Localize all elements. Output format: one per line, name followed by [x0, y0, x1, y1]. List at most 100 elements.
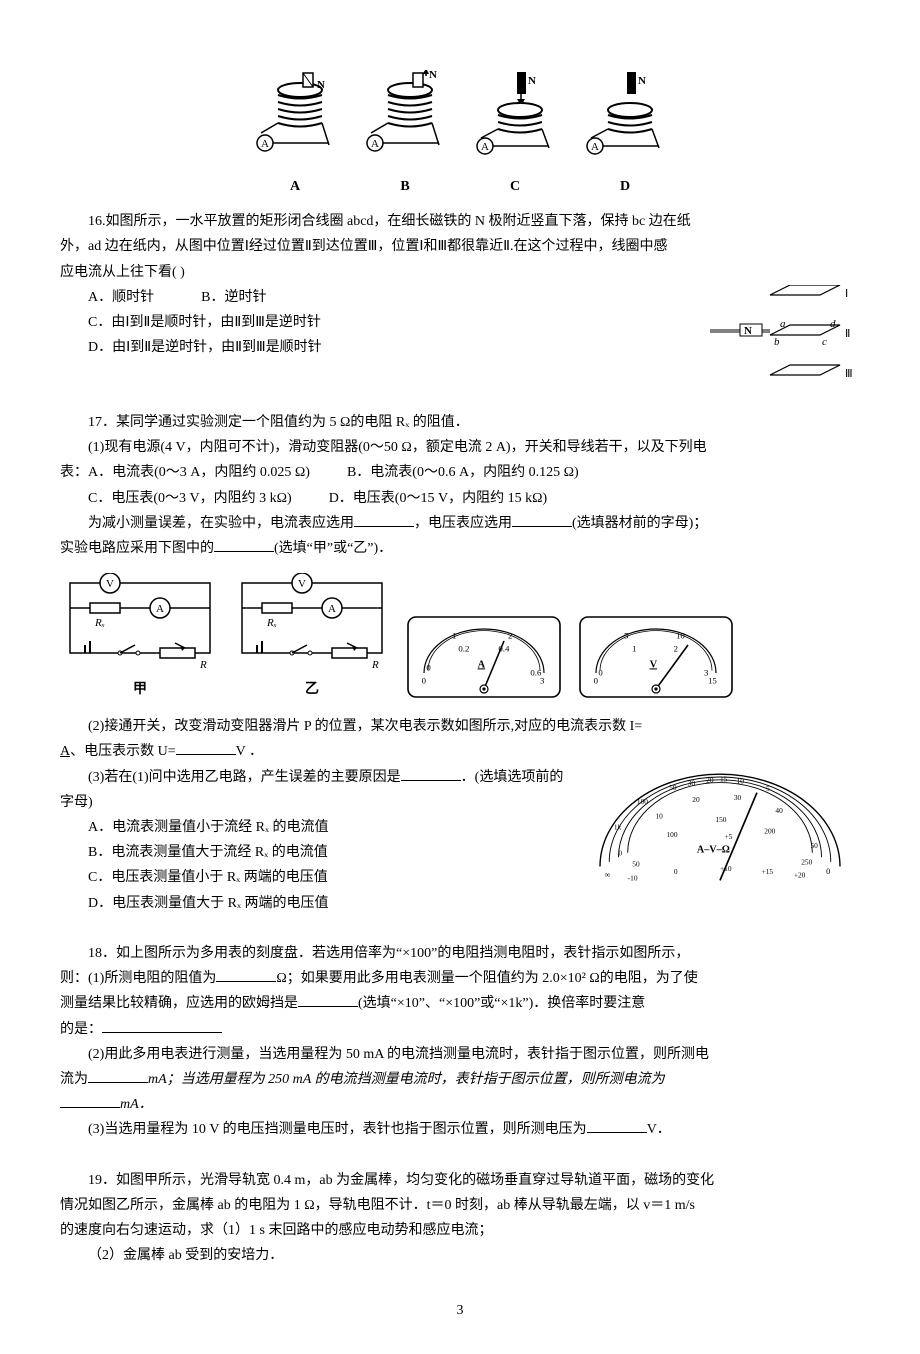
svg-text:Rₓ: Rₓ [266, 617, 277, 629]
svg-text:0: 0 [422, 676, 427, 686]
q18-l1: 18．如上图所示为多用表的刻度盘．若选用倍率为“×100”的电阻挡测电阻时，表针… [60, 941, 860, 966]
svg-text:A: A [481, 141, 489, 153]
svg-text:A–V–Ω: A–V–Ω [697, 844, 730, 855]
svg-text:+20: +20 [794, 870, 806, 879]
multimeter-fig: ∞ 1k 100 50 30 20 15 10 5 0 0 10 20 30 4… [580, 765, 860, 885]
svg-text:0: 0 [618, 848, 622, 857]
svg-text:+15: +15 [762, 867, 774, 876]
svg-text:0.2: 0.2 [458, 644, 469, 654]
svg-text:+5: +5 [725, 831, 733, 840]
q18-l3a: 测量结果比较精确，应选用的欧姆挡是 [60, 996, 298, 1011]
svg-text:50: 50 [810, 841, 818, 850]
blank-voltmeter[interactable] [512, 513, 572, 527]
q18-l6a: 流为 [60, 1072, 88, 1087]
svg-text:10: 10 [737, 776, 745, 785]
q18-l8a: (3)当选用量程为 10 V 的电压挡测量电压时，表针也指于图示位置，则所测电压… [88, 1122, 587, 1137]
svg-text:Ⅱ: Ⅱ [845, 328, 850, 340]
svg-text:V: V [106, 578, 114, 590]
q18-l4: 的是： [60, 1017, 860, 1042]
q17-l5c: (选填器材前的字母)； [572, 516, 707, 531]
q18-l5: (2)用此多用电表进行测量，当选用量程为 50 mA 的电流挡测量电流时，表针指… [60, 1042, 860, 1067]
svg-text:A: A [478, 660, 486, 671]
svg-text:100: 100 [666, 830, 677, 839]
q17-l4a: C．电压表(0～3 V，内阻约 3 kΩ) [88, 491, 292, 506]
q17-l1: 17．某同学通过实验测定一个阻值约为 5 Ω的电阻 Rₓ 的阻值． [60, 410, 860, 435]
svg-text:0.6: 0.6 [530, 668, 542, 678]
svg-text:15: 15 [720, 774, 728, 783]
svg-text:N: N [429, 70, 437, 81]
blank-v10[interactable] [587, 1119, 647, 1133]
fig-label-d: D [620, 174, 630, 199]
svg-text:R: R [199, 659, 207, 671]
q18-block: 18．如上图所示为多用表的刻度盘．若选用倍率为“×100”的电阻挡测电阻时，表针… [60, 941, 860, 1143]
q17-l4: C．电压表(0～3 V，内阻约 3 kΩ) D．电压表(0～15 V，内阻约 1… [60, 486, 860, 511]
svg-text:20: 20 [692, 795, 700, 804]
blank-resistance[interactable] [216, 968, 276, 982]
svg-text:A: A [156, 603, 164, 615]
svg-text:250: 250 [801, 857, 812, 866]
svg-text:Ⅲ: Ⅲ [845, 368, 853, 380]
q17-l6b: (选填“甲”或“乙”)． [274, 541, 392, 556]
svg-text:15: 15 [708, 676, 717, 686]
svg-text:3: 3 [704, 668, 709, 678]
svg-text:5: 5 [766, 783, 770, 792]
q17-l5: 为减小测量误差，在实验中，电流表应选用，电压表应选用(选填器材前的字母)； [60, 511, 860, 536]
blank-i250[interactable] [60, 1094, 120, 1108]
fig-label-c: C [510, 174, 520, 199]
q17-l7a: (2)接通开关，改变滑动变阻器滑片 P 的位置，某次电表示数如图所示,对应的电流… [88, 719, 642, 734]
svg-text:2: 2 [674, 644, 678, 654]
svg-text:A: A [591, 141, 599, 153]
voltmeter-fig: 0 5 10 15 0 1 2 3 V [576, 612, 736, 702]
svg-text:∞: ∞ [605, 870, 611, 879]
q17-l7: (2)接通开关，改变滑动变阻器滑片 P 的位置，某次电表示数如图所示,对应的电流… [60, 714, 860, 739]
q19-l3: 的速度向右匀速运动，求（1）1 s 末回路中的感应电动势和感应电流； [60, 1218, 860, 1243]
svg-text:A: A [261, 138, 269, 150]
blank-range[interactable] [298, 993, 358, 1007]
svg-text:N: N [744, 325, 752, 337]
svg-text:b: b [774, 336, 780, 348]
q17-l6: 实验电路应采用下图中的(选填“甲”或“乙”)． [60, 536, 860, 561]
coil-figure-row: N A A N A [60, 70, 860, 199]
blank-u[interactable] [176, 741, 236, 755]
svg-text:50: 50 [632, 859, 640, 868]
q17-l9a: (3)若在(1)问中选用乙电路，产生误差的主要原因是 [88, 770, 401, 785]
q18-l2a: 则：(1)所测电阻的阻值为 [60, 971, 216, 986]
ammeter-fig: 0 1 2 3 0 0.2 0.4 0.6 A [404, 612, 564, 702]
circuit-jia: V A Rₓ R 甲 [60, 573, 220, 702]
svg-text:20: 20 [706, 775, 714, 784]
blank-note[interactable] [102, 1019, 222, 1033]
q16-block: 16.如图所示，一水平放置的矩形闭合线圈 abcd，在细长磁铁的 N 极附近竖直… [60, 209, 860, 385]
coil-svg-c: N A [475, 70, 555, 170]
svg-text:1k: 1k [614, 822, 622, 831]
q17-l3a: 表：A．电流表(0～3 A，内阻约 0.025 Ω) [60, 465, 310, 480]
svg-text:2: 2 [508, 631, 512, 641]
q19-l4: （2）金属棒 ab 受到的安培力． [60, 1243, 860, 1268]
q17-l5a: 为减小测量误差，在实验中，电流表应选用 [88, 516, 354, 531]
svg-text:40: 40 [775, 806, 783, 815]
svg-text:A: A [371, 138, 379, 150]
circuit-label-jia: 甲 [133, 677, 147, 702]
q16-optB: B．逆时针 [201, 290, 266, 305]
svg-text:30: 30 [734, 793, 742, 802]
coil-fig-b: N A B [365, 70, 445, 199]
q17-l3b: B．电流表(0～0.6 A，内阻约 0.125 Ω) [347, 465, 579, 480]
q17-optD3: D．电压表测量值大于 Rₓ 两端的电压值 [60, 891, 860, 916]
q18-l2: 则：(1)所测电阻的阻值为Ω；如果要用此多用电表测量一个阻值约为 2.0×10²… [60, 966, 860, 991]
blank-i50[interactable] [88, 1069, 148, 1083]
blank-ammeter[interactable] [354, 513, 414, 527]
q17-l8b: V ． [236, 744, 263, 759]
svg-text:1: 1 [452, 631, 456, 641]
coil-fig-c: N A C [475, 70, 555, 199]
svg-text:d: d [830, 318, 836, 330]
q17-block: 17．某同学通过实验测定一个阻值约为 5 Ω的电阻 Rₓ 的阻值． (1)现有电… [60, 410, 860, 916]
svg-text:200: 200 [764, 826, 775, 835]
coil-svg-a: N A [255, 70, 335, 170]
q16-line1: 16.如图所示，一水平放置的矩形闭合线圈 abcd，在细长磁铁的 N 极附近竖直… [60, 209, 860, 234]
svg-text:30: 30 [688, 778, 696, 787]
q16-line2: 外，ad 边在纸内，从图中位置Ⅰ经过位置Ⅱ到达位置Ⅲ，位置Ⅰ和Ⅲ都很靠近Ⅱ.在这… [60, 234, 860, 259]
q18-l8: (3)当选用量程为 10 V 的电压挡测量电压时，表针也指于图示位置，则所测电压… [60, 1117, 860, 1142]
blank-circuit[interactable] [214, 538, 274, 552]
blank-reason[interactable] [401, 767, 461, 781]
page-number: 3 [60, 1298, 860, 1323]
svg-text:a: a [780, 318, 786, 330]
